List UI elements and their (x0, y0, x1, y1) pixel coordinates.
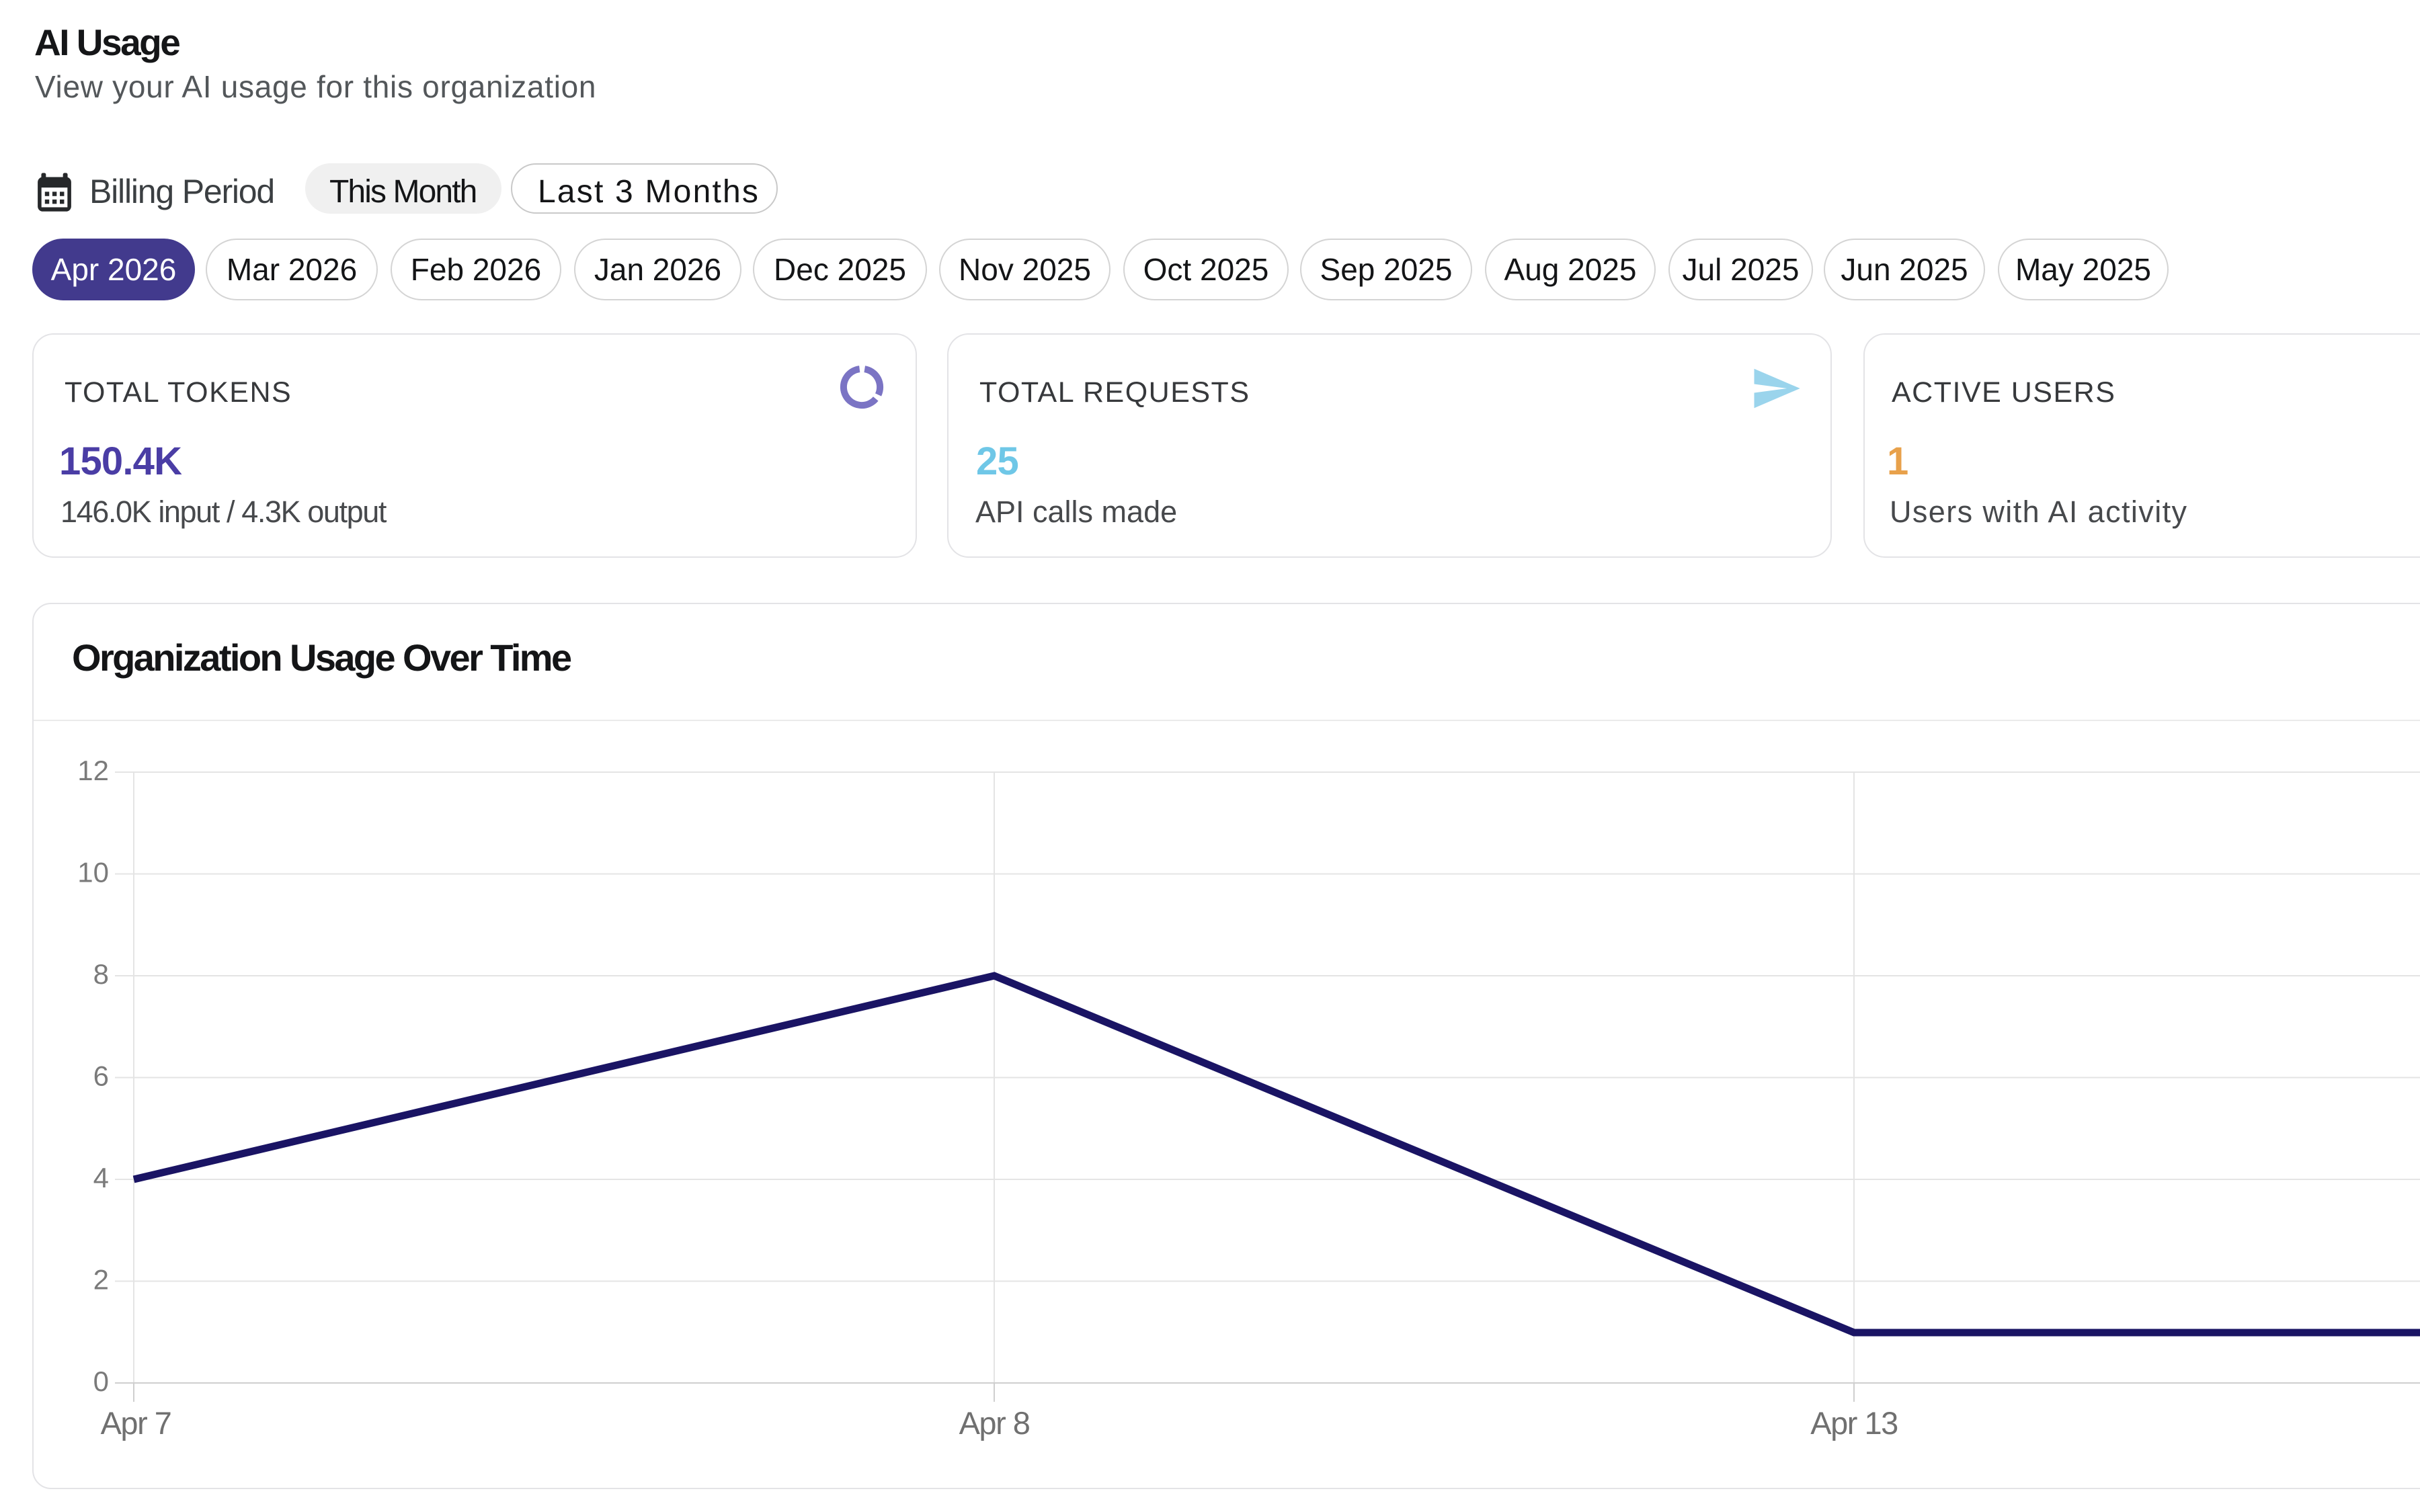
svg-text:4: 4 (93, 1162, 109, 1193)
svg-text:Apr 8: Apr 8 (959, 1405, 1030, 1441)
svg-text:8: 8 (93, 958, 109, 990)
svg-text:12: 12 (77, 755, 109, 786)
svg-text:10: 10 (77, 857, 109, 888)
svg-text:0: 0 (93, 1366, 109, 1397)
svg-text:2: 2 (93, 1264, 109, 1296)
svg-text:6: 6 (93, 1060, 109, 1092)
svg-text:Apr 13: Apr 13 (1810, 1405, 1898, 1441)
svg-text:Apr 7: Apr 7 (101, 1405, 171, 1441)
